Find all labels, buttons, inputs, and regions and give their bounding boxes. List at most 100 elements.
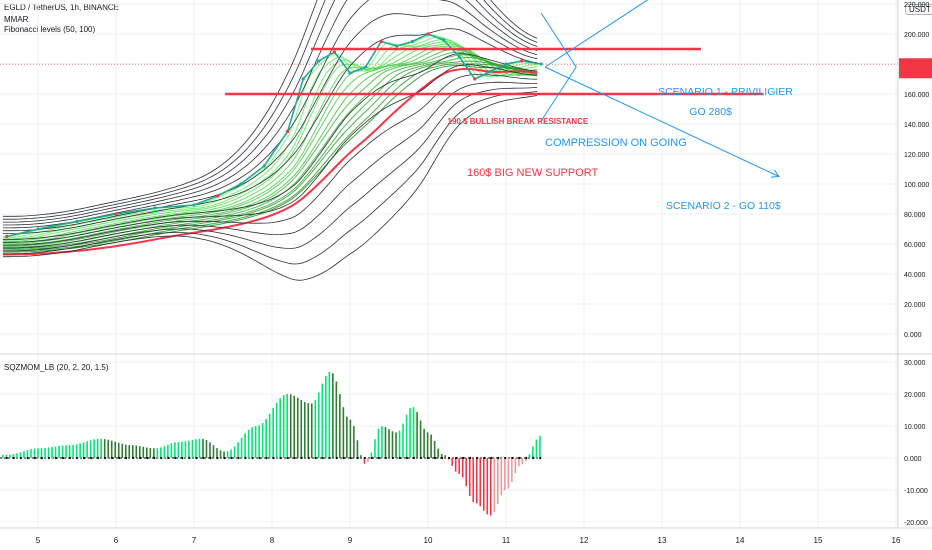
price-point	[504, 62, 508, 66]
y-tick-label: 160.000	[904, 92, 929, 99]
price-point	[262, 164, 266, 168]
squeeze-dot	[469, 456, 472, 460]
price-point	[473, 77, 477, 81]
squeeze-dot	[195, 456, 198, 460]
squeeze-dot	[202, 456, 205, 460]
price-point	[348, 71, 352, 75]
ma-line	[2, 64, 538, 253]
fib-band-lower	[2, 53, 538, 240]
squeeze-dot	[244, 456, 247, 460]
squeeze-dot	[111, 456, 114, 460]
osc-y-tick-label: -20.000	[904, 520, 928, 527]
x-tick-label: 15	[814, 536, 823, 545]
squeeze-dot	[160, 456, 163, 460]
ma-line	[2, 51, 538, 247]
price-point	[5, 234, 9, 239]
price-point	[410, 39, 414, 44]
squeeze-dot	[377, 456, 380, 460]
y-tick-label: 120.000	[904, 152, 929, 159]
price-line	[6, 33, 542, 238]
price-point	[215, 194, 219, 198]
squeeze-dot	[539, 456, 542, 460]
price-point	[364, 65, 368, 69]
squeeze-dot	[321, 456, 324, 460]
squeeze-dot	[251, 456, 254, 460]
arrow-head	[770, 169, 780, 178]
fib-band-upper	[2, 13, 538, 232]
price-point	[332, 50, 336, 54]
squeeze-dot	[483, 456, 486, 460]
squeeze-dot	[103, 456, 107, 460]
x-tick-label: 16	[892, 536, 901, 545]
y-tick-label: 60.000	[904, 242, 926, 249]
scenario-arrow	[544, 66, 780, 177]
squeeze-dot	[132, 456, 135, 460]
squeeze-dot	[265, 456, 268, 460]
price-point	[153, 206, 157, 210]
ma-line	[2, 54, 538, 248]
squeeze-dot	[426, 456, 430, 460]
squeeze-dot	[349, 456, 352, 460]
squeeze-dot	[440, 456, 444, 460]
price-point	[488, 69, 492, 74]
resistance-label: 190 $ BULLISH BREAK RESISTANCE	[448, 117, 589, 126]
squeeze-dot	[89, 456, 93, 460]
squeeze-dot	[139, 456, 142, 460]
x-tick-label: 5	[36, 536, 41, 545]
squeeze-dot	[497, 456, 500, 460]
scenario1-target-label: GO 280$	[689, 106, 732, 118]
squeeze-dot	[419, 456, 423, 460]
fib-band-upper	[2, 0, 538, 223]
squeeze-dot	[209, 456, 212, 460]
squeeze-dot	[447, 456, 451, 460]
price-point	[379, 39, 383, 44]
squeeze-dot	[504, 456, 507, 460]
squeeze-dot	[19, 456, 22, 460]
price-point	[239, 182, 243, 186]
fib-band-lower	[2, 81, 538, 249]
squeeze-dot	[188, 456, 191, 460]
x-tick-label: 8	[270, 536, 275, 545]
squeeze-dot	[47, 456, 51, 460]
squeeze-dot	[384, 456, 387, 460]
squeeze-dot	[174, 456, 177, 460]
ma-line	[2, 43, 538, 242]
price-point	[301, 77, 305, 81]
squeeze-dot	[398, 456, 402, 460]
squeeze-dot	[12, 456, 15, 460]
squeeze-dot	[476, 456, 479, 460]
price-point	[395, 44, 399, 48]
osc-y-tick-label: 10.000	[904, 424, 926, 431]
squeeze-dot	[40, 456, 44, 460]
fib-band-upper	[2, 28, 538, 235]
squeeze-dot	[518, 456, 521, 460]
price-point	[114, 212, 118, 216]
squeeze-dot	[370, 456, 373, 460]
squeeze-dot	[363, 456, 366, 460]
currency-button[interactable]: USDT	[905, 4, 932, 15]
y-tick-label: 140.000	[904, 122, 929, 129]
x-tick-label: 13	[658, 536, 667, 545]
price-point	[442, 38, 446, 42]
squeeze-dot	[118, 456, 121, 460]
squeeze-dot	[125, 456, 128, 460]
triangle-upper-line	[540, 12, 577, 68]
squeeze-dot	[61, 456, 65, 460]
fib-band-lower	[2, 91, 538, 265]
ma-line	[2, 60, 538, 251]
indicator-label-fib: Fibonacci levels (50, 100)	[4, 25, 96, 34]
y-tick-label: 220.000	[904, 2, 929, 9]
fib-band-lower	[2, 86, 538, 252]
squeeze-dot	[230, 456, 233, 460]
x-tick-label: 14	[736, 536, 745, 545]
squeeze-dot	[511, 456, 514, 460]
squeeze-dot	[532, 456, 535, 460]
squeeze-dot	[272, 456, 275, 460]
fib-band-lower	[2, 64, 538, 243]
y-tick-label: 40.000	[904, 272, 926, 279]
price-point	[286, 129, 290, 134]
squeeze-dot	[26, 456, 29, 460]
scenario2-label: SCENARIO 2 - GO 110$	[666, 200, 781, 212]
squeeze-dot	[181, 456, 184, 460]
